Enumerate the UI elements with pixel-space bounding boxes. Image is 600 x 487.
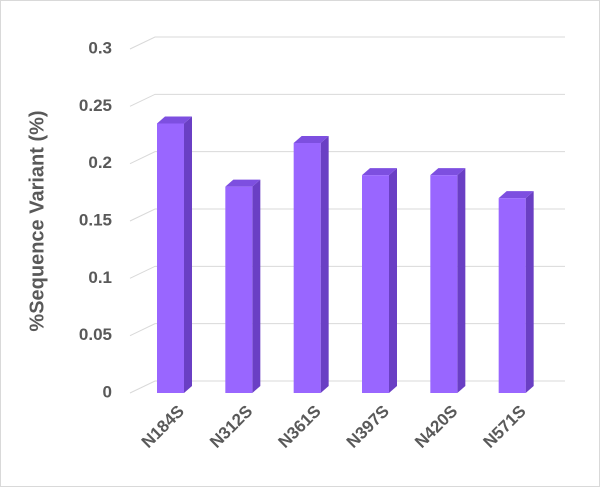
bar-top bbox=[293, 136, 329, 144]
bar-top bbox=[498, 191, 534, 199]
bar-side bbox=[252, 179, 261, 393]
bar-side bbox=[389, 168, 397, 393]
bar-front bbox=[362, 175, 389, 393]
bar bbox=[362, 168, 397, 393]
grid-line bbox=[129, 36, 565, 50]
grid-line bbox=[129, 265, 565, 279]
bar bbox=[498, 191, 534, 393]
grid-line bbox=[129, 208, 565, 222]
bar-front bbox=[430, 175, 458, 393]
bar-front bbox=[157, 123, 184, 394]
bar bbox=[157, 116, 192, 394]
y-tick-label: 0.25 bbox=[79, 96, 112, 115]
y-axis-label: %Sequence Variant (%) bbox=[26, 110, 48, 331]
bar-front bbox=[498, 198, 526, 393]
bar-side bbox=[525, 191, 534, 393]
y-tick-label: 0.3 bbox=[88, 38, 112, 57]
y-tick-label: 0.2 bbox=[88, 153, 112, 172]
bar-side bbox=[457, 168, 466, 393]
bar bbox=[225, 179, 261, 393]
bar-front bbox=[293, 143, 321, 393]
bar-side bbox=[184, 116, 192, 394]
grid-line bbox=[129, 151, 565, 165]
grid-line bbox=[129, 380, 565, 394]
bar bbox=[430, 168, 466, 393]
bar-front bbox=[225, 186, 253, 393]
bar-side bbox=[320, 136, 329, 393]
bar bbox=[293, 136, 329, 393]
y-tick-label: 0.15 bbox=[79, 210, 112, 229]
y-tick-label: 0.1 bbox=[88, 268, 112, 287]
bar-top bbox=[157, 116, 192, 124]
grid-line bbox=[129, 93, 565, 107]
bar-top bbox=[225, 179, 261, 187]
y-tick-label: 0 bbox=[103, 382, 112, 401]
y-tick-label: 0.05 bbox=[79, 325, 112, 344]
grid-line bbox=[129, 323, 565, 337]
bar-top bbox=[430, 168, 466, 176]
bar-top bbox=[362, 168, 397, 176]
